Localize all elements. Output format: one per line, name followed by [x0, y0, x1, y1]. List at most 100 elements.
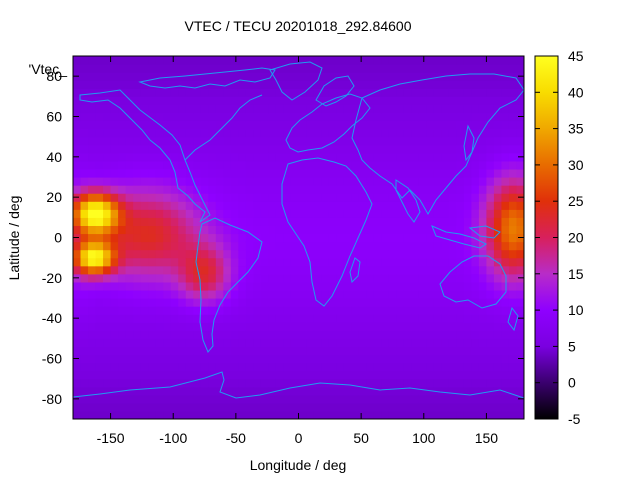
heatmap-cell: [208, 241, 217, 251]
heatmap-cell: [501, 152, 510, 162]
heatmap-cell: [493, 322, 503, 331]
heatmap-cell: [313, 265, 322, 275]
heatmap-cell: [283, 257, 292, 267]
heatmap-cell: [148, 386, 157, 396]
heatmap-cell: [230, 314, 239, 323]
heatmap-cell: [478, 273, 488, 283]
heatmap-cell: [336, 185, 345, 194]
heatmap-cell: [208, 104, 217, 114]
heatmap-cell: [441, 56, 450, 65]
heatmap-cell: [140, 273, 149, 283]
heatmap-cell: [238, 281, 247, 291]
heatmap-cell: [366, 56, 375, 65]
heatmap-cell: [343, 322, 352, 331]
heatmap-cell: [140, 88, 149, 97]
heatmap-cell: [463, 160, 472, 170]
heatmap-cell: [388, 56, 397, 65]
heatmap-cell: [336, 56, 345, 65]
heatmap-cell: [351, 322, 360, 331]
heatmap-cell: [313, 281, 322, 291]
heatmap-cell: [200, 370, 209, 380]
heatmap-cell: [148, 209, 157, 218]
heatmap-cell: [133, 193, 142, 202]
heatmap-cell: [351, 128, 360, 138]
heatmap-cell: [95, 370, 104, 380]
heatmap-cell: [200, 217, 209, 226]
heatmap-cell: [155, 241, 164, 251]
heatmap-cell: [88, 88, 97, 97]
heatmap-cell: [403, 370, 412, 380]
heatmap-cell: [336, 193, 345, 202]
heatmap-cell: [343, 233, 352, 243]
heatmap-cell: [396, 64, 405, 73]
heatmap-cell: [73, 338, 82, 347]
heatmap-cell: [358, 56, 367, 65]
heatmap-cell: [298, 249, 307, 259]
heatmap-cell: [170, 338, 179, 347]
heatmap-cell: [411, 354, 420, 364]
heatmap-cell: [396, 410, 405, 419]
heatmap-cell: [448, 289, 457, 299]
heatmap-cell: [260, 120, 270, 130]
heatmap-cell: [268, 289, 277, 299]
heatmap-cell: [80, 152, 89, 162]
heatmap-cell: [328, 144, 337, 154]
heatmap-cell: [118, 225, 127, 235]
heatmap-cell: [185, 185, 194, 194]
heatmap-cell: [508, 257, 518, 267]
heatmap-cell: [508, 152, 518, 162]
heatmap-cell: [208, 314, 217, 323]
heatmap-cell: [403, 265, 412, 275]
heatmap-cell: [313, 410, 322, 419]
heatmap-cell: [373, 410, 382, 419]
heatmap-cell: [381, 233, 390, 243]
heatmap-cell: [486, 370, 495, 380]
heatmap-cell: [388, 370, 397, 380]
heatmap-cell: [260, 314, 270, 323]
heatmap-cell: [298, 152, 307, 162]
heatmap-cell: [245, 193, 254, 202]
heatmap-cell: [253, 177, 262, 186]
heatmap-cell: [456, 96, 465, 105]
heatmap-cell: [95, 298, 104, 307]
heatmap-cell: [471, 386, 480, 396]
heatmap-cell: [275, 64, 285, 73]
heatmap-cell: [463, 410, 472, 419]
heatmap-cell: [163, 378, 172, 388]
heatmap-cell: [411, 80, 420, 89]
heatmap-cell: [268, 314, 277, 323]
heatmap-cell: [351, 160, 360, 170]
heatmap-cell: [426, 378, 435, 388]
heatmap-cell: [208, 298, 217, 307]
heatmap-cell: [125, 144, 134, 154]
heatmap-cell: [223, 168, 232, 178]
heatmap-cell: [230, 289, 239, 299]
heatmap-cell: [133, 346, 142, 356]
heatmap-cell: [80, 128, 89, 138]
heatmap-cell: [253, 120, 262, 130]
heatmap-cell: [516, 265, 524, 275]
heatmap-cell: [275, 314, 285, 323]
heatmap-cell: [163, 64, 172, 73]
heatmap-cell: [170, 402, 179, 412]
coast-australia: [439, 255, 507, 309]
heatmap-cell: [155, 217, 164, 226]
heatmap-cell: [478, 362, 488, 372]
heatmap-cell: [493, 128, 503, 138]
heatmap-cell: [501, 80, 510, 89]
heatmap-cell: [73, 289, 82, 299]
heatmap-cell: [336, 257, 345, 267]
heatmap-cell: [110, 64, 119, 73]
colorbar-tick-label: 10: [568, 302, 584, 318]
heatmap-cell: [403, 201, 412, 210]
heatmap-cell: [343, 394, 352, 404]
heatmap-cell: [185, 64, 194, 73]
heatmap-cell: [260, 354, 270, 364]
heatmap-cell: [313, 338, 322, 347]
heatmap-cell: [125, 168, 134, 178]
heatmap-cell: [396, 362, 405, 372]
heatmap-cell: [328, 72, 337, 81]
heatmap-cell: [426, 128, 435, 138]
heatmap-cell: [486, 136, 495, 146]
heatmap-cell: [253, 394, 262, 404]
